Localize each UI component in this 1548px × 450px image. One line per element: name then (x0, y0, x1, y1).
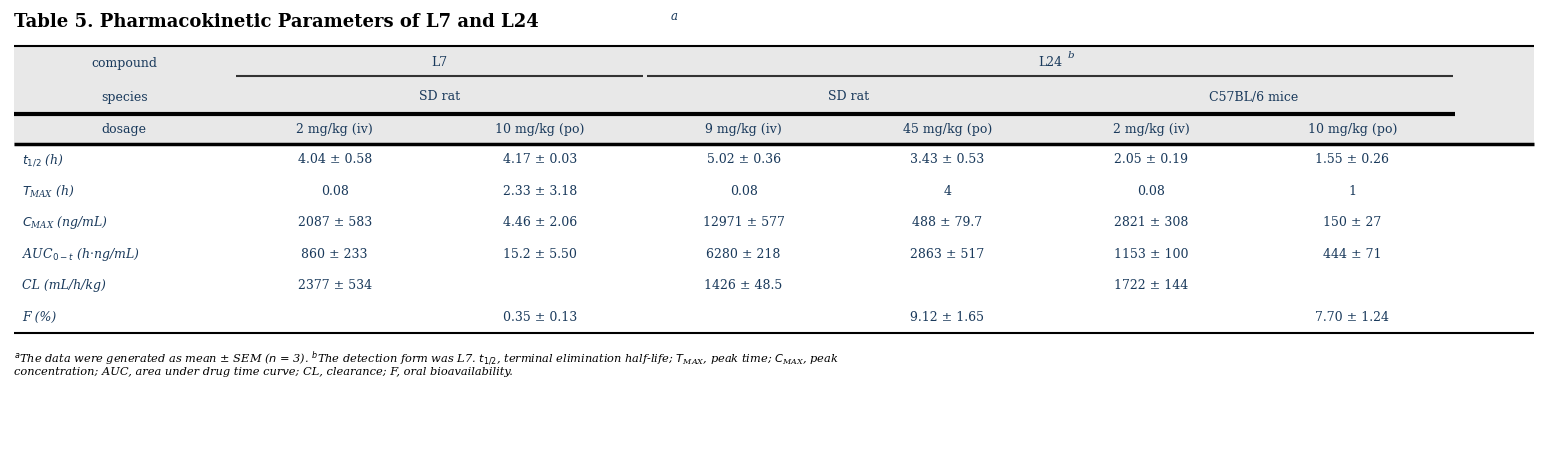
Text: 6280 ± 218: 6280 ± 218 (706, 248, 780, 261)
Text: 15.2 ± 5.50: 15.2 ± 5.50 (503, 248, 577, 261)
Text: $^a$The data were generated as mean $\pm$ SEM ($n$ = 3). $^b$The detection form : $^a$The data were generated as mean $\pm… (14, 349, 839, 368)
Text: species: species (101, 90, 147, 104)
Text: CL (mL/h/kg): CL (mL/h/kg) (22, 279, 105, 292)
Text: 444 ± 71: 444 ± 71 (1324, 248, 1382, 261)
Text: 2 mg/kg (iv): 2 mg/kg (iv) (1113, 122, 1189, 135)
Text: a: a (670, 9, 678, 22)
Text: L7: L7 (432, 57, 447, 69)
Bar (14, 46, 1534, 146)
Text: 1153 ± 100: 1153 ± 100 (1113, 248, 1189, 261)
Text: $t_{1/2}$ (h): $t_{1/2}$ (h) (22, 152, 63, 167)
Text: 2863 ± 517: 2863 ± 517 (910, 248, 985, 261)
Text: 12971 ± 577: 12971 ± 577 (703, 216, 785, 229)
Text: F (%): F (%) (22, 311, 56, 324)
Text: 4.04 ± 0.58: 4.04 ± 0.58 (297, 153, 372, 166)
Text: 860 ± 233: 860 ± 233 (302, 248, 368, 261)
Text: 4.46 ± 2.06: 4.46 ± 2.06 (503, 216, 577, 229)
Text: 150 ± 27: 150 ± 27 (1324, 216, 1381, 229)
Text: $T_{\mathregular{MAX}}$ (h): $T_{\mathregular{MAX}}$ (h) (22, 184, 74, 199)
Text: dosage: dosage (102, 122, 147, 135)
Text: 9.12 ± 1.65: 9.12 ± 1.65 (910, 311, 985, 324)
Text: 1426 ± 48.5: 1426 ± 48.5 (704, 279, 783, 292)
Text: SD rat: SD rat (828, 90, 868, 104)
Text: 45 mg/kg (po): 45 mg/kg (po) (902, 122, 992, 135)
Text: 4: 4 (943, 185, 952, 198)
Text: 1.55 ± 0.26: 1.55 ± 0.26 (1316, 153, 1390, 166)
Text: 0.08: 0.08 (729, 185, 757, 198)
Text: 488 ± 79.7: 488 ± 79.7 (912, 216, 983, 229)
Text: 0.08: 0.08 (320, 185, 348, 198)
Text: 2377 ± 534: 2377 ± 534 (297, 279, 372, 292)
Text: concentration; AUC, area under drug time curve; CL, clearance; F, oral bioavaila: concentration; AUC, area under drug time… (14, 367, 512, 377)
Text: 2087 ± 583: 2087 ± 583 (297, 216, 372, 229)
Text: 2.05 ± 0.19: 2.05 ± 0.19 (1115, 153, 1187, 166)
Text: 2821 ± 308: 2821 ± 308 (1113, 216, 1189, 229)
Text: compound: compound (91, 57, 158, 69)
Text: 7.70 ± 1.24: 7.70 ± 1.24 (1316, 311, 1390, 324)
Text: 9 mg/kg (iv): 9 mg/kg (iv) (706, 122, 782, 135)
Text: SD rat: SD rat (420, 90, 460, 104)
Text: $\mathregular{AUC}_{0-t}$ (h$\cdot$ng/mL): $\mathregular{AUC}_{0-t}$ (h$\cdot$ng/mL… (22, 246, 139, 263)
Text: b: b (1068, 50, 1074, 59)
Text: L24: L24 (1037, 57, 1062, 69)
Text: 4.17 ± 0.03: 4.17 ± 0.03 (503, 153, 577, 166)
Text: 3.43 ± 0.53: 3.43 ± 0.53 (910, 153, 985, 166)
Text: 0.35 ± 0.13: 0.35 ± 0.13 (503, 311, 577, 324)
Text: 10 mg/kg (po): 10 mg/kg (po) (495, 122, 585, 135)
Text: C57BL/6 mice: C57BL/6 mice (1209, 90, 1299, 104)
Text: 0.08: 0.08 (1138, 185, 1166, 198)
Text: $C_{\mathregular{MAX}}$ (ng/mL): $C_{\mathregular{MAX}}$ (ng/mL) (22, 214, 108, 231)
Text: 2.33 ± 3.18: 2.33 ± 3.18 (503, 185, 577, 198)
Text: 2 mg/kg (iv): 2 mg/kg (iv) (296, 122, 373, 135)
Text: 1722 ± 144: 1722 ± 144 (1115, 279, 1187, 292)
Text: Table 5. Pharmacokinetic Parameters of L7 and L24: Table 5. Pharmacokinetic Parameters of L… (14, 13, 539, 31)
Text: 10 mg/kg (po): 10 mg/kg (po) (1308, 122, 1396, 135)
Text: 5.02 ± 0.36: 5.02 ± 0.36 (706, 153, 780, 166)
Text: 1: 1 (1348, 185, 1356, 198)
